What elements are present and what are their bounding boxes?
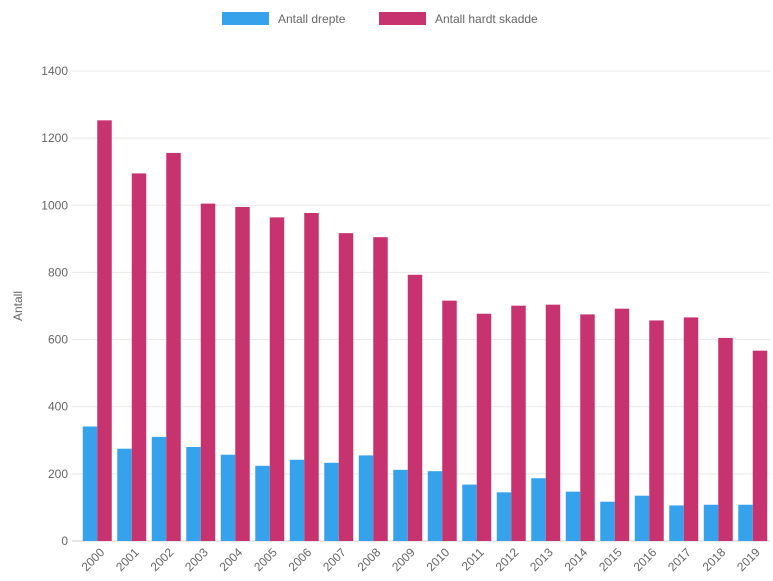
bar-drepte-2007 — [324, 462, 339, 541]
x-tick-label: 2011 — [459, 545, 487, 573]
x-tick-label: 2003 — [182, 545, 211, 574]
bar-drepte-2013 — [531, 478, 546, 541]
x-tick-label: 2017 — [665, 545, 694, 574]
x-tick-label: 2009 — [389, 545, 418, 574]
y-tick-label: 600 — [48, 333, 68, 347]
x-tick-label: 2015 — [596, 545, 625, 574]
bar-hardt-skadde-2004 — [235, 206, 250, 541]
legend-swatch[interactable] — [379, 12, 426, 25]
bar-hardt-skadde-2015 — [614, 308, 630, 541]
bar-drepte-2005 — [255, 465, 270, 541]
y-axis: 0 200 400 600 800 1000 1200 1400 — [41, 64, 68, 548]
y-tick-label: 400 — [48, 400, 68, 414]
x-tick-label: 2005 — [251, 545, 280, 574]
legend-label[interactable]: Antall drepte — [278, 12, 346, 26]
bar-drepte-2017 — [669, 505, 684, 541]
bar-drepte-2004 — [220, 454, 236, 541]
bar-drepte-2014 — [565, 491, 581, 541]
bar-hardt-skadde-2005 — [269, 217, 285, 541]
bar-drepte-2011 — [462, 484, 477, 541]
x-tick-label: 2004 — [217, 545, 246, 574]
x-tick-label: 2018 — [700, 545, 729, 574]
bar-hardt-skadde-2002 — [166, 152, 181, 541]
x-tick-label: 2000 — [79, 545, 108, 574]
bar-hardt-skadde-2008 — [373, 237, 388, 541]
y-axis-title: Antall — [11, 291, 25, 321]
bar-drepte-2003 — [186, 447, 201, 541]
x-tick-label: 2019 — [734, 545, 763, 574]
bar-drepte-2000 — [82, 426, 98, 541]
y-tick-label: 0 — [61, 534, 68, 548]
bar-drepte-2006 — [289, 459, 305, 541]
bar-drepte-2012 — [496, 492, 512, 541]
x-tick-label: 2010 — [424, 545, 453, 574]
bar-hardt-skadde-2013 — [545, 304, 561, 541]
x-tick-label: 2002 — [148, 545, 177, 574]
x-tick-label: 2014 — [562, 545, 591, 574]
bars — [82, 120, 768, 541]
bar-drepte-2016 — [634, 495, 650, 541]
bar-hardt-skadde-2003 — [200, 203, 216, 541]
bar-hardt-skadde-2001 — [131, 173, 147, 541]
bar-hardt-skadde-2011 — [476, 313, 492, 541]
x-tick-label: 2013 — [527, 545, 556, 574]
bar-hardt-skadde-2007 — [338, 233, 354, 541]
x-tick-label: 2016 — [631, 545, 660, 574]
bar-hardt-skadde-2018 — [718, 337, 733, 541]
bar-drepte-2008 — [358, 455, 374, 541]
bar-hardt-skadde-2006 — [304, 213, 319, 541]
bar-hardt-skadde-2000 — [97, 120, 112, 541]
y-tick-label: 800 — [48, 265, 68, 279]
y-tick-label: 1200 — [41, 131, 68, 145]
bar-drepte-2010 — [427, 471, 443, 541]
legend: Antall drepte Antall hardt skadde — [222, 12, 538, 26]
legend-label[interactable]: Antall hardt skadde — [435, 12, 538, 26]
y-tick-label: 1400 — [41, 64, 68, 78]
bar-hardt-skadde-2019 — [752, 350, 768, 541]
y-tick-label: 1000 — [41, 198, 68, 212]
bar-drepte-2009 — [393, 469, 408, 541]
bar-hardt-skadde-2017 — [683, 317, 699, 541]
bar-drepte-2018 — [703, 504, 719, 541]
x-tick-label: 2007 — [320, 545, 349, 574]
bar-drepte-2001 — [117, 448, 132, 541]
bar-hardt-skadde-2014 — [580, 314, 595, 541]
bar-hardt-skadde-2016 — [649, 320, 664, 541]
x-tick-label: 2001 — [113, 545, 142, 574]
bar-drepte-2002 — [151, 436, 167, 541]
bar-hardt-skadde-2009 — [407, 274, 423, 541]
bar-hardt-skadde-2012 — [511, 305, 526, 541]
y-tick-label: 200 — [48, 467, 68, 481]
bar-hardt-skadde-2010 — [442, 300, 457, 541]
bar-drepte-2015 — [600, 501, 615, 541]
bar-drepte-2019 — [738, 504, 753, 541]
x-tick-label: 2012 — [493, 545, 522, 574]
x-axis: 2000 2001 2002 2003 2004 2005 2006 2007 2008 2009… — [79, 545, 764, 574]
legend-swatch[interactable] — [222, 12, 269, 25]
x-tick-label: 2008 — [355, 545, 384, 574]
x-tick-label: 2006 — [286, 545, 315, 574]
